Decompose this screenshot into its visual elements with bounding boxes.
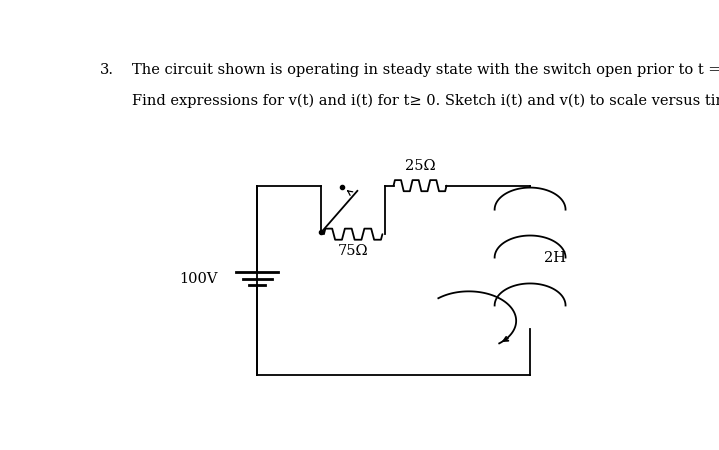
Text: 25Ω: 25Ω <box>405 158 435 172</box>
Text: 100V: 100V <box>180 271 218 286</box>
Text: The circuit shown is operating in steady state with the switch open prior to t =: The circuit shown is operating in steady… <box>132 63 719 76</box>
Text: 3.: 3. <box>100 63 114 76</box>
Text: Find expressions for v(t) and i(t) for t≥ 0. Sketch i(t) and v(t) to scale versu: Find expressions for v(t) and i(t) for t… <box>132 94 719 108</box>
Text: 2H: 2H <box>544 251 566 265</box>
Text: 75Ω: 75Ω <box>338 244 368 258</box>
